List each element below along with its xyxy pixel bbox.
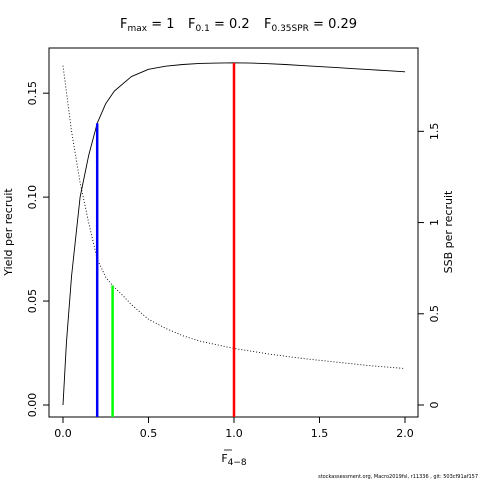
y-left-tick-label: 0.10 bbox=[26, 185, 39, 210]
chart-title: Fmax = 1 F0.1 = 0.2 F0.35SPR = 0.29 bbox=[120, 17, 357, 34]
y-axis-left-label: Yield per recruit bbox=[2, 188, 15, 277]
y-axis-right-label: SSB per recruit bbox=[442, 190, 455, 273]
x-tick-label: 0.5 bbox=[140, 427, 158, 440]
y-axis-right: 0 0.5 1 1.5 bbox=[417, 123, 441, 409]
reference-lines bbox=[95, 62, 236, 417]
x-tick-label: 1.0 bbox=[225, 427, 243, 440]
title-fmax-label: Fmax = 1 bbox=[120, 17, 175, 34]
x-axis-label: F4−8 bbox=[221, 452, 247, 468]
y-right-tick-label: 0 bbox=[428, 402, 441, 409]
y-left-tick-label: 0.15 bbox=[26, 81, 39, 106]
y-left-tick-label: 0.05 bbox=[26, 289, 39, 314]
x-tick-label: 0.0 bbox=[54, 427, 72, 440]
series-layer bbox=[62, 62, 406, 406]
y-right-tick-label: 0.5 bbox=[428, 305, 441, 323]
x-tick-label: 2.0 bbox=[396, 427, 414, 440]
y-axis-left: 0.00 0.05 0.10 0.15 bbox=[26, 81, 50, 418]
title-f01-label: F0.1 = 0.2 bbox=[188, 17, 250, 34]
title-fspr-label: F0.35SPR = 0.29 bbox=[264, 17, 357, 34]
footer-note: stockassessment.org, Macro2019fsl, r1133… bbox=[318, 474, 478, 480]
y-right-tick-label: 1.5 bbox=[428, 123, 441, 141]
yield-per-recruit-curve bbox=[62, 62, 406, 406]
x-tick-label: 1.5 bbox=[311, 427, 329, 440]
y-right-tick-label: 1 bbox=[428, 219, 441, 226]
x-axis: 0.0 0.5 1.0 1.5 2.0 bbox=[54, 416, 414, 440]
ssb-per-recruit-curve bbox=[62, 65, 406, 369]
y-left-tick-label: 0.00 bbox=[26, 393, 39, 418]
